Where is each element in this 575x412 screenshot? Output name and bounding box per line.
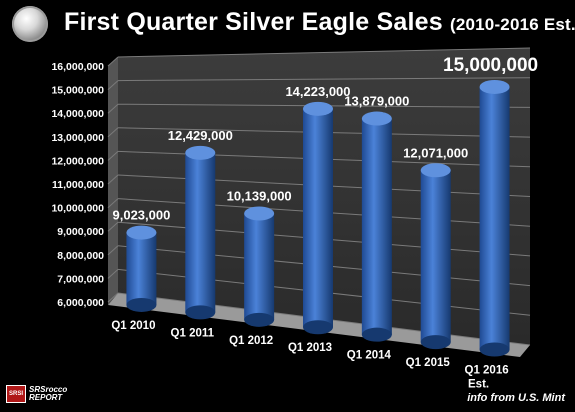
logo-line2: REPORT xyxy=(29,393,63,402)
value-label: 14,223,000 xyxy=(285,84,350,99)
x-tick-line: Q1 2013 xyxy=(288,342,332,354)
bar xyxy=(185,145,216,320)
y-tick-label: 12,000,000 xyxy=(51,155,104,167)
silver-eagle-coin-icon xyxy=(12,6,48,42)
x-tick-line: Est. xyxy=(468,379,489,391)
chart-side-wall xyxy=(108,57,118,305)
gridline-side xyxy=(107,103,119,114)
y-tick-label: 14,000,000 xyxy=(51,108,104,120)
srsrocco-logo-icon: SRSI SRSrocco REPORT xyxy=(6,384,90,404)
x-tick-line: Q1 2011 xyxy=(171,327,215,339)
bar-body xyxy=(303,108,333,328)
value-label: 15,000,000 xyxy=(443,55,538,76)
gridline xyxy=(117,47,531,58)
gridline-side xyxy=(107,245,119,256)
bar-base xyxy=(126,297,157,312)
value-label: 12,071,000 xyxy=(403,145,468,160)
gridline-side xyxy=(107,198,119,208)
gridline-side xyxy=(107,151,119,161)
x-tick-line: Q1 2012 xyxy=(229,335,273,347)
bar-base xyxy=(420,335,451,350)
bar xyxy=(479,79,510,357)
bar-base xyxy=(479,342,510,357)
bar-top xyxy=(126,225,157,240)
bar-top xyxy=(361,111,392,126)
gridline-side xyxy=(107,80,119,90)
x-tick-line: Q1 2010 xyxy=(111,320,155,332)
bar-top xyxy=(185,145,216,160)
x-tick-label: Q1 2011 xyxy=(171,327,215,339)
y-tick-label: 9,000,000 xyxy=(57,226,104,238)
gridline-side xyxy=(107,174,119,185)
x-tick-label: Q1 2015 xyxy=(406,357,451,369)
bar-top xyxy=(244,206,275,221)
bar-top xyxy=(303,101,333,116)
gridline-side xyxy=(107,56,119,67)
bar-body xyxy=(185,152,216,313)
bar-body xyxy=(361,118,392,335)
bar-body xyxy=(126,232,157,305)
bar-base xyxy=(303,320,333,335)
y-tick-label: 16,000,000 xyxy=(51,61,104,73)
x-tick-label: Q1 2013 xyxy=(288,342,332,354)
x-tick-label: Q1 2012 xyxy=(229,335,273,347)
bar-top xyxy=(479,79,510,94)
y-tick-label: 6,000,000 xyxy=(57,297,104,309)
x-tick-label: Q1 2016 Est. xyxy=(465,365,509,391)
x-tick-line: Q1 2016 xyxy=(465,365,509,377)
bar xyxy=(303,101,333,335)
bar-top xyxy=(420,163,451,178)
y-tick-label: 10,000,000 xyxy=(51,203,104,215)
bar-body xyxy=(244,213,275,320)
y-tick-label: 7,000,000 xyxy=(57,273,104,285)
bar-base xyxy=(185,305,216,320)
y-tick-label: 13,000,000 xyxy=(51,132,104,144)
bar xyxy=(361,111,392,342)
gridline xyxy=(117,77,531,82)
chart-title-main: First Quarter Silver Eagle Sales xyxy=(64,8,443,36)
value-label: 9,023,000 xyxy=(113,208,171,223)
value-label: 13,879,000 xyxy=(344,94,409,109)
x-tick-label: Q1 2010 xyxy=(111,320,155,332)
logo-text: SRSrocco REPORT xyxy=(29,386,67,402)
bar xyxy=(126,225,157,312)
bar xyxy=(420,163,451,350)
bar-base xyxy=(361,327,392,342)
bar-base xyxy=(244,312,275,327)
gridline-side xyxy=(107,292,119,303)
logo-line1: SRSrocco xyxy=(29,385,68,394)
gridline-side xyxy=(107,127,119,138)
x-tick-label: Q1 2014 xyxy=(347,350,392,362)
bar xyxy=(244,206,275,327)
x-tick-line: Q1 2014 xyxy=(347,350,392,362)
value-label: 12,429,000 xyxy=(168,128,233,143)
logo-box: SRSI xyxy=(6,385,26,403)
chart-title: First Quarter Silver Eagle Sales (2010-2… xyxy=(64,8,575,37)
gridline-side xyxy=(107,269,119,279)
bar-body xyxy=(420,170,451,343)
y-tick-label: 15,000,000 xyxy=(51,85,104,97)
chart-title-sub: (2010-2016 Est.) xyxy=(449,15,575,34)
y-tick-label: 11,000,000 xyxy=(52,179,104,191)
gridline-side xyxy=(107,221,119,232)
y-tick-label: 8,000,000 xyxy=(57,250,104,262)
bar-body xyxy=(479,86,510,350)
source-note: info from U.S. Mint xyxy=(467,392,565,404)
x-tick-line: Q1 2015 xyxy=(406,357,451,369)
value-label: 10,139,000 xyxy=(227,188,292,203)
